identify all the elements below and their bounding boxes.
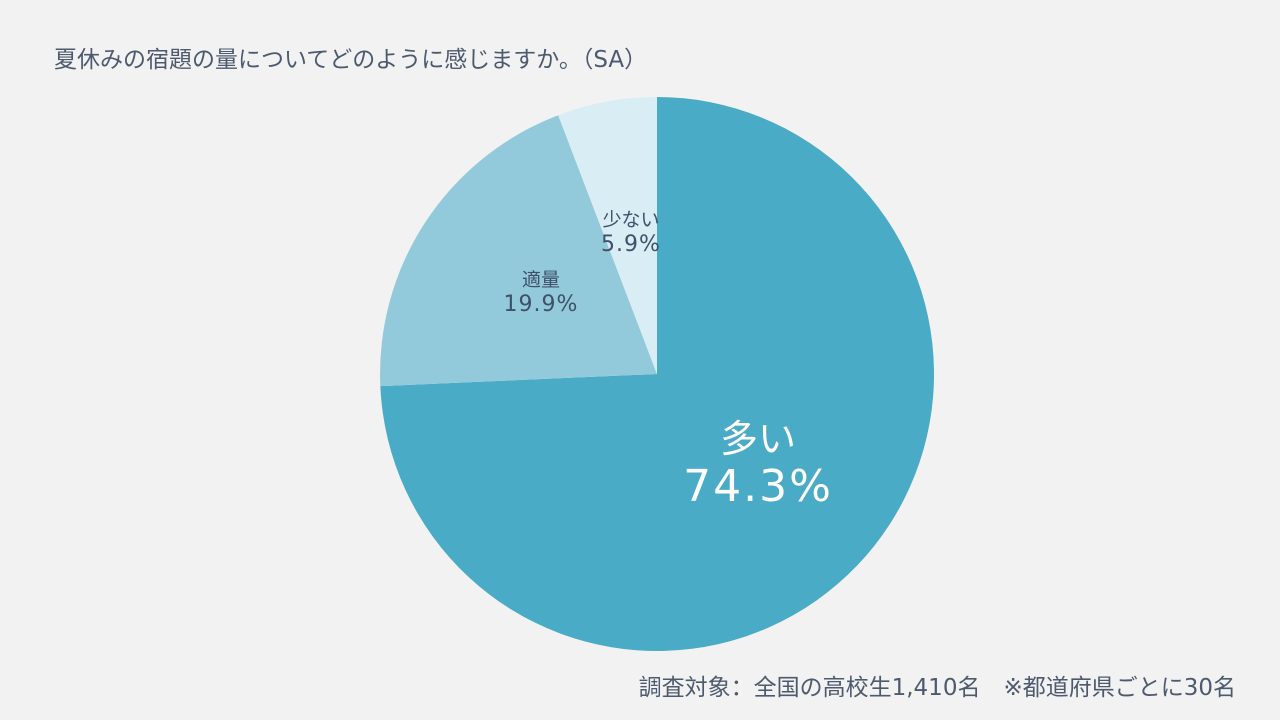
data-label-appropriate-name: 適量 <box>521 269 561 291</box>
chart-title: 夏休みの宿題の量についてどのように感じますか。（SA） <box>54 47 648 73</box>
pie-slice-appropriate <box>380 115 657 387</box>
data-label-few: 少ない 5.9% <box>601 209 661 257</box>
data-label-many-value: 74.3% <box>683 460 833 512</box>
data-label-few-value: 5.9% <box>601 231 661 257</box>
survey-footnote: 調査対象：全国の高校生1,410名 ※都道府県ごとに30名 <box>638 675 1236 701</box>
data-label-many-name: 多い <box>719 417 796 461</box>
data-label-few-name: 少ない <box>602 209 660 231</box>
data-label-appropriate-value: 19.9% <box>503 291 579 317</box>
data-label-many: 多い 74.3% <box>683 417 833 512</box>
pie-slice-few <box>558 97 657 374</box>
data-label-appropriate: 適量 19.9% <box>503 269 579 317</box>
pie-slice-many <box>380 96 935 651</box>
